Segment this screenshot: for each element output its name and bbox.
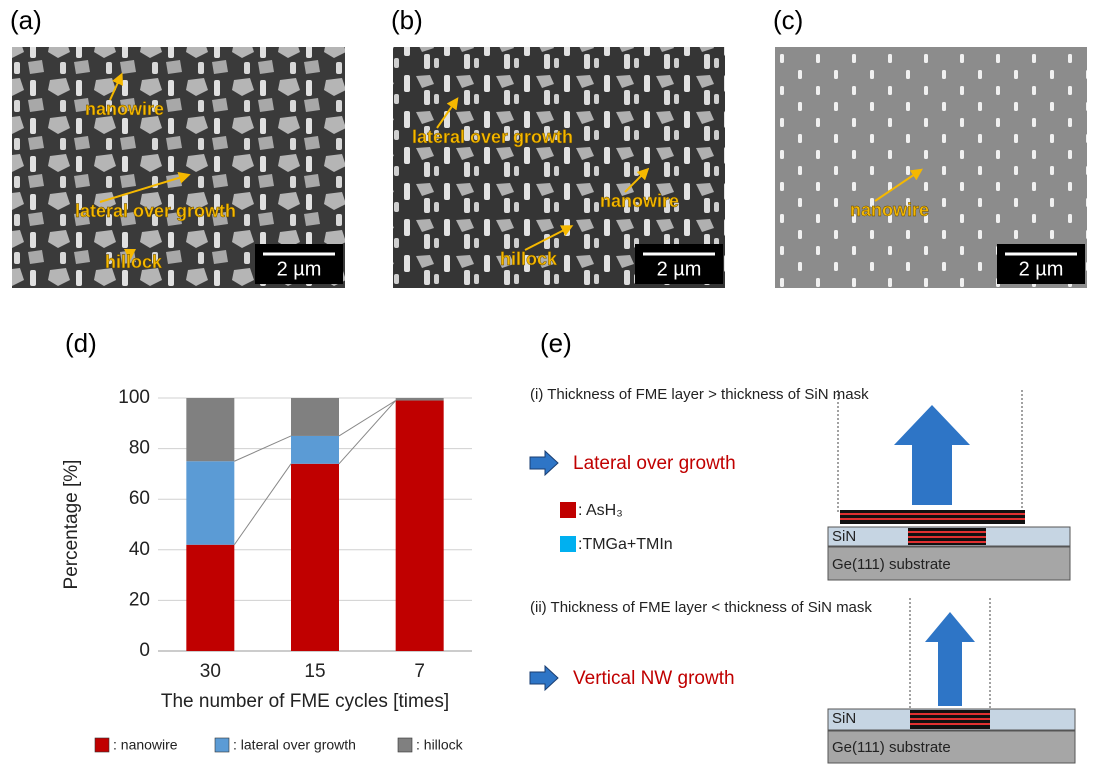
y-tick-label: 40 (129, 539, 150, 560)
bar-segment (186, 461, 234, 544)
annotation: nanowire (600, 191, 679, 211)
y-tick-label: 20 (129, 589, 150, 610)
condition: (ii) Thickness of FME layer < thickness … (530, 599, 872, 616)
result: Lateral over growth (573, 453, 736, 474)
bar-segment (396, 401, 444, 651)
annotation: lateral over growth (412, 127, 573, 147)
layer-label: Ge(111) substrate (832, 739, 951, 756)
layer-label: SiN (832, 710, 856, 727)
layer-label: SiN (832, 528, 856, 545)
bar-segment (186, 398, 234, 461)
result-arrow (530, 666, 558, 690)
panel-label: (c) (773, 5, 803, 35)
panel-label: (a) (10, 5, 42, 35)
x-tick-label: 15 (304, 661, 325, 682)
x-tick-label: 30 (200, 661, 221, 682)
y-tick-label: 0 (139, 640, 150, 661)
panel-label: (e) (540, 328, 572, 358)
result: Vertical NW growth (573, 668, 735, 689)
panel-label: (b) (391, 5, 423, 35)
legend-swatch (560, 502, 576, 518)
bar-segment (291, 398, 339, 436)
result-arrow (530, 451, 558, 475)
y-tick-label: 80 (129, 438, 150, 459)
legend-swatch (398, 738, 412, 752)
growth-arrow (894, 405, 970, 505)
growth-arrow (925, 612, 975, 706)
annotation: lateral over growth (75, 201, 236, 221)
legend-label: : nanowire (113, 737, 178, 753)
scale-bar-label: 2 µm (1019, 258, 1064, 280)
legend-swatch (215, 738, 229, 752)
legend-label: : hillock (416, 737, 464, 753)
connector (234, 464, 291, 545)
diagram: (e) (i) Thickness of FME layer > thickne… (530, 328, 1075, 763)
legend-swatch (95, 738, 109, 752)
layer-label: Ge(111) substrate (832, 556, 951, 573)
annotation: nanowire (850, 200, 929, 220)
connector (339, 401, 396, 436)
bar-segment (186, 545, 234, 651)
legend-label: : AsH₃ (578, 502, 623, 519)
scale-bar-label: 2 µm (657, 258, 702, 280)
annotation: nanowire (85, 99, 164, 119)
panel-label: (d) (65, 328, 97, 358)
y-tick-label: 60 (129, 488, 150, 509)
bar-segment (291, 464, 339, 651)
sem-images: (a) nanowire lateral over growth hillock 2 µ… (10, 5, 1087, 288)
bar-segment (291, 436, 339, 464)
bar-segment (396, 398, 444, 401)
fme-stack (840, 510, 1025, 524)
scale-bar-label: 2 µm (277, 258, 322, 280)
connector (339, 401, 396, 464)
figure: (a) nanowire lateral over growth hillock 2 µ… (0, 0, 1097, 764)
fme-stack (908, 528, 986, 545)
bar-chart: (d) 0 20 40 60 80 100 Percentage [%] The number … (61, 328, 472, 753)
fme-stack (910, 710, 990, 729)
legend-swatch (560, 536, 576, 552)
condition: (i) Thickness of FME layer > thickness o… (530, 386, 869, 403)
x-axis-title: The number of FME cycles [times] (161, 691, 449, 712)
legend-label: :TMGa+TMIn (578, 536, 673, 553)
x-tick-label: 7 (414, 661, 425, 682)
legend-label: : lateral over growth (233, 737, 356, 753)
y-axis-title: Percentage [%] (61, 460, 82, 590)
annotation: hillock (105, 252, 163, 272)
annotation: hillock (500, 249, 558, 269)
y-tick-label: 100 (118, 387, 150, 408)
